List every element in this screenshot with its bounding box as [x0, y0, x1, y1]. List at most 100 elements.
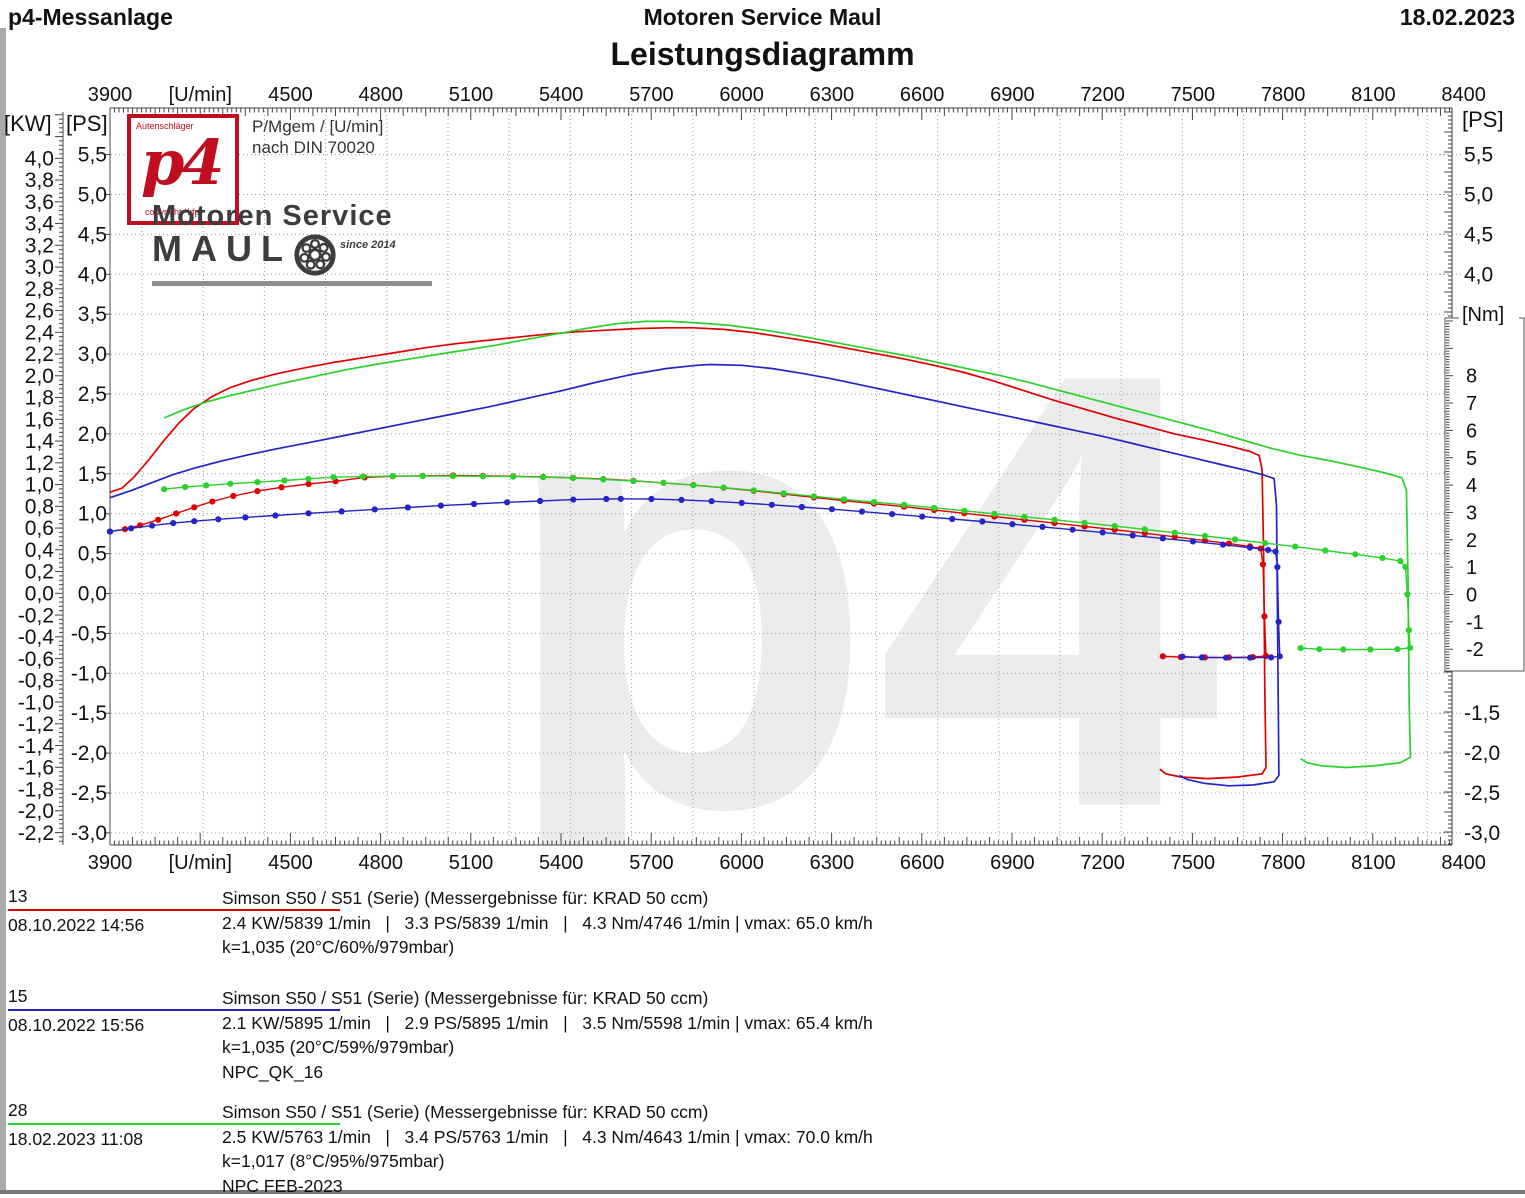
run-datetime: 08.10.2022 15:56: [8, 1015, 145, 1035]
svg-text:5400: 5400: [539, 84, 584, 106]
svg-text:3,6: 3,6: [25, 191, 54, 214]
svg-text:3: 3: [1466, 502, 1477, 524]
svg-text:[PS]: [PS]: [66, 111, 108, 136]
svg-text:6900: 6900: [990, 852, 1035, 874]
run-note: NPC_QK_16: [222, 1061, 324, 1082]
svg-text:6300: 6300: [810, 84, 855, 106]
p4-logo-icon: p4: [141, 126, 224, 199]
svg-text:2,2: 2,2: [25, 343, 54, 366]
svg-text:1,8: 1,8: [25, 387, 54, 410]
svg-text:[Nm]: [Nm]: [1462, 304, 1504, 326]
run-correction: k=1,017 (8°C/95%/975mbar): [222, 1151, 445, 1172]
run-title: Simson S50 / S51 (Serie) (Messergebnisse…: [222, 888, 709, 908]
axis-labels: 39003900[U/min][U/min]450045004800480051…: [4, 84, 1504, 874]
svg-text:-1,6: -1,6: [18, 757, 54, 780]
svg-text:2,0: 2,0: [78, 423, 107, 446]
svg-text:-2,2: -2,2: [18, 822, 54, 845]
svg-text:5,5: 5,5: [78, 144, 107, 167]
svg-text:4,5: 4,5: [1464, 223, 1493, 246]
measurement-mode-line1: P/Mgem / [U/min]: [252, 117, 384, 136]
run-datetime: 08.10.2022 14:56: [8, 915, 145, 935]
svg-text:1,6: 1,6: [25, 408, 54, 431]
svg-text:-2,5: -2,5: [1464, 782, 1500, 805]
svg-text:8400: 8400: [1441, 852, 1486, 874]
svg-text:5400: 5400: [539, 852, 584, 874]
svg-text:3900: 3900: [88, 84, 133, 106]
svg-text:6900: 6900: [990, 84, 1035, 106]
svg-text:2: 2: [1466, 530, 1477, 552]
svg-text:-0,5: -0,5: [71, 622, 107, 645]
svg-text:7200: 7200: [1080, 84, 1125, 106]
axis-rulers: [55, 107, 1453, 846]
svg-text:2,5: 2,5: [78, 383, 107, 406]
p4-logo-author: Autenschläger: [136, 121, 194, 131]
svg-text:2,0: 2,0: [25, 365, 54, 388]
svg-text:8400: 8400: [1441, 84, 1486, 106]
svg-text:6000: 6000: [719, 852, 764, 874]
svg-text:5100: 5100: [449, 84, 494, 106]
svg-text:7800: 7800: [1261, 852, 1306, 874]
svg-text:4800: 4800: [358, 852, 403, 874]
svg-text:-1,5: -1,5: [71, 702, 107, 725]
watermark: p4: [497, 245, 1224, 845]
svg-text:4,0: 4,0: [1464, 263, 1493, 286]
brand-name-main: MAUL: [152, 228, 292, 269]
svg-text:0,5: 0,5: [78, 543, 107, 566]
svg-text:-2,0: -2,0: [71, 742, 107, 765]
svg-text:0,0: 0,0: [25, 583, 54, 606]
run-28-power-curve: [163, 320, 1412, 769]
svg-text:6600: 6600: [900, 852, 945, 874]
svg-text:0,0: 0,0: [78, 583, 107, 606]
svg-text:4: 4: [1466, 475, 1477, 497]
svg-text:5,5: 5,5: [1464, 144, 1493, 167]
svg-text:-1,8: -1,8: [18, 778, 54, 801]
run-number: 13: [8, 886, 340, 911]
svg-text:-3,0: -3,0: [1464, 822, 1500, 845]
svg-text:-1,0: -1,0: [71, 662, 107, 685]
run-correction: k=1,035 (20°C/59%/979mbar): [222, 1037, 455, 1058]
svg-text:0,8: 0,8: [25, 495, 54, 518]
run-title: Simson S50 / S51 (Serie) (Messergebnisse…: [222, 1102, 709, 1122]
svg-text:-0,2: -0,2: [18, 604, 54, 627]
svg-text:8100: 8100: [1351, 852, 1396, 874]
svg-text:1,0: 1,0: [25, 474, 54, 497]
nm-axis-panel: 8 7 6 5 4 3 2 1 0 -1 -2 [Nm]: [1444, 303, 1525, 672]
svg-text:2,6: 2,6: [25, 300, 54, 323]
svg-text:2,8: 2,8: [25, 278, 54, 301]
svg-text:-1: -1: [1466, 612, 1484, 634]
svg-text:5,0: 5,0: [78, 184, 107, 207]
svg-text:5,0: 5,0: [1464, 184, 1493, 207]
svg-text:6: 6: [1466, 420, 1477, 442]
svg-text:4,0: 4,0: [78, 263, 107, 286]
motoren-service-maul-logo: Motoren Service MAUL since 2014: [152, 201, 432, 286]
svg-text:4,0: 4,0: [25, 147, 54, 170]
svg-text:0,6: 0,6: [25, 517, 54, 540]
svg-text:6000: 6000: [719, 84, 764, 106]
svg-text:0,4: 0,4: [25, 539, 55, 562]
run-number: 15: [8, 986, 340, 1011]
svg-text:5: 5: [1466, 448, 1477, 470]
run-results: 2.1 KW/5895 1/min | 2.9 PS/5895 1/min | …: [222, 1012, 873, 1033]
svg-text:-1,2: -1,2: [18, 713, 54, 736]
svg-text:-3,0: -3,0: [71, 822, 107, 845]
svg-text:-1,4: -1,4: [18, 735, 55, 758]
svg-text:-1,5: -1,5: [1464, 702, 1500, 725]
run-13-power-curve: [109, 326, 1267, 780]
run-15-torque-curve: [106, 495, 1283, 661]
svg-text:1,5: 1,5: [78, 463, 107, 486]
svg-text:-1,0: -1,0: [18, 691, 54, 714]
run-title: Simson S50 / S51 (Serie) (Messergebnisse…: [222, 988, 709, 1008]
page-title: Leistungsdiagramm: [610, 36, 915, 72]
report-date: 18.02.2023: [1399, 4, 1515, 30]
svg-text:[KW]: [KW]: [4, 111, 52, 136]
svg-text:5700: 5700: [629, 852, 674, 874]
shop-name-header: Motoren Service Maul: [643, 4, 882, 30]
svg-text:6600: 6600: [900, 84, 945, 106]
svg-text:7500: 7500: [1171, 84, 1216, 106]
svg-text:7: 7: [1466, 393, 1477, 415]
svg-text:1: 1: [1466, 557, 1477, 579]
svg-text:-0,8: -0,8: [18, 670, 54, 693]
run-correction: k=1,035 (20°C/60%/979mbar): [222, 937, 455, 958]
svg-text:0,2: 0,2: [25, 561, 54, 584]
